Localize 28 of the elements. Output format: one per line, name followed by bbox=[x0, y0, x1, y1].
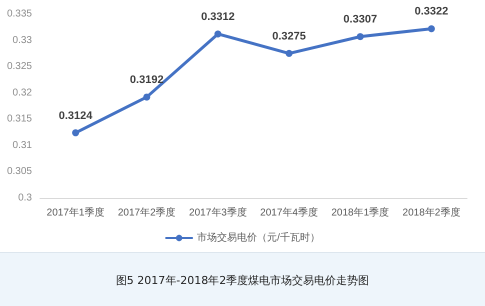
caption: 图5 2017年-2018年2季度煤电市场交易电价走势图 bbox=[116, 272, 370, 288]
y-tick-label: 0.32 bbox=[12, 87, 32, 98]
y-tick-label: 0.33 bbox=[12, 34, 32, 46]
point bbox=[214, 30, 222, 38]
data-label: 0.3307 bbox=[343, 14, 378, 26]
point bbox=[428, 25, 435, 32]
data-label: 0.3312 bbox=[201, 10, 235, 23]
y-tick-label: 0.3 bbox=[18, 192, 32, 204]
x-tick-label: 2018年1季度 bbox=[331, 206, 390, 218]
y-tick-label: 0.31 bbox=[12, 140, 32, 151]
data-label: 0.3124 bbox=[58, 110, 94, 122]
x-tick-label: 2017年1季度 bbox=[46, 206, 104, 218]
point bbox=[356, 33, 364, 40]
data-label: 0.3192 bbox=[130, 74, 164, 86]
x-tick-label: 2017年2季度 bbox=[118, 206, 176, 218]
point bbox=[72, 129, 80, 136]
point bbox=[143, 94, 150, 101]
y-tick-label: 0.335 bbox=[6, 8, 32, 20]
x-tick-label: 2018年2季度 bbox=[402, 206, 460, 218]
y-tick-label: 0.305 bbox=[6, 166, 32, 178]
legend-label: 市场交易电价（元/千瓦时） bbox=[197, 232, 320, 244]
x-tick-label: 2017年3季度 bbox=[189, 206, 247, 218]
data-label: 0.3275 bbox=[272, 30, 306, 42]
x-tick-label: 2017年4季度 bbox=[260, 206, 318, 218]
y-tick-label: 0.315 bbox=[6, 114, 32, 125]
point bbox=[286, 50, 293, 57]
data-label: 0.3322 bbox=[414, 6, 448, 18]
y-tick-label: 0.325 bbox=[6, 61, 32, 72]
